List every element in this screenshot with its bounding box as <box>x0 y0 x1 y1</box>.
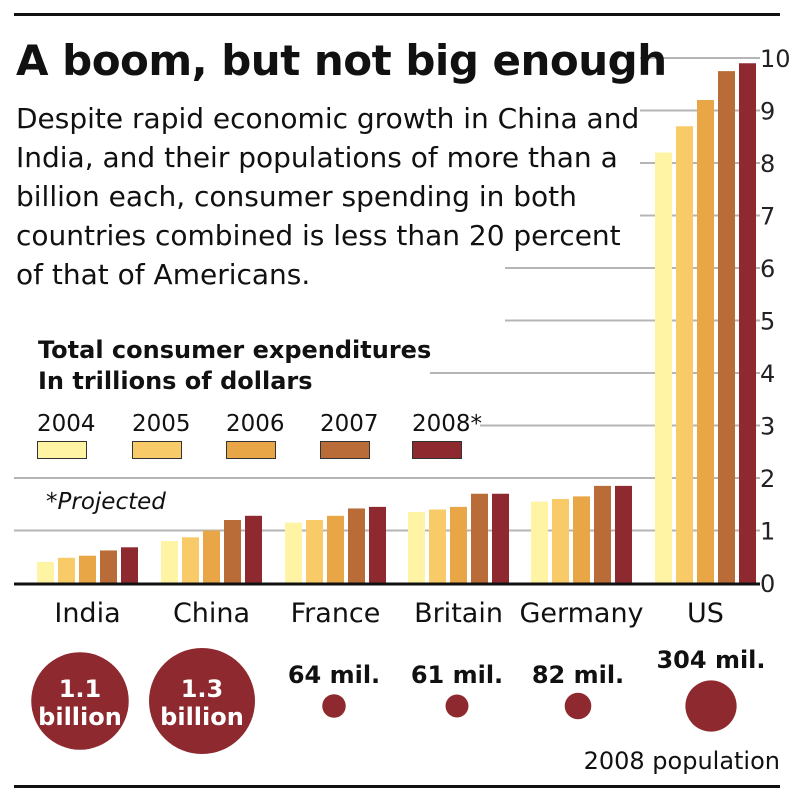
x-category-label: Germany <box>519 598 643 629</box>
legend-label: 2008* <box>412 411 483 437</box>
population-bubble <box>31 652 129 750</box>
bar <box>79 555 96 583</box>
population-bubble <box>322 694 346 718</box>
y-tick-label: 3 <box>760 413 775 441</box>
legend-label: 2006 <box>226 411 285 437</box>
legend-title-line1: Total consumer expenditures <box>38 336 432 364</box>
legend-label: 2005 <box>132 411 191 437</box>
y-tick-label: 6 <box>760 255 775 283</box>
bar <box>429 509 446 583</box>
bar <box>245 515 262 583</box>
y-tick-label: 7 <box>760 203 775 231</box>
bar <box>182 537 199 583</box>
x-category-label: France <box>291 598 381 629</box>
bar <box>203 530 220 583</box>
bar <box>697 100 714 583</box>
bar <box>573 496 590 583</box>
y-tick-label: 0 <box>760 570 775 598</box>
legend-label: 2007 <box>320 411 379 437</box>
legend-item-2006: 2006 <box>226 410 285 459</box>
bar <box>327 515 344 583</box>
legend-item-2008: 2008* <box>412 410 482 459</box>
population-label: 64 mil. <box>288 661 380 689</box>
population-label: billion <box>38 703 122 731</box>
legend-item-2005: 2005 <box>132 410 191 459</box>
population-label: billion <box>160 703 244 731</box>
bar <box>369 506 386 583</box>
legend-swatch <box>320 441 370 459</box>
bar <box>739 63 756 583</box>
y-tick-label: 1 <box>760 518 775 546</box>
bar <box>100 550 117 583</box>
bar <box>492 493 509 583</box>
bar <box>450 506 467 583</box>
x-category-label: Britain <box>414 598 503 629</box>
legend-swatch <box>412 441 462 459</box>
chart-title: A boom, but not big enough <box>16 36 667 85</box>
legend-label: 2004 <box>37 411 96 437</box>
population-label: 61 mil. <box>411 661 503 689</box>
legend-swatch <box>226 441 276 459</box>
population-bubble <box>564 692 592 720</box>
bar <box>224 520 241 583</box>
population-bubble <box>149 648 255 754</box>
x-category-label: China <box>173 598 250 629</box>
legend-swatch <box>37 441 87 459</box>
chart-subtitle: Despite rapid economic growth in China a… <box>16 102 640 291</box>
bar <box>471 493 488 583</box>
x-category-label: India <box>54 598 120 629</box>
bar <box>531 501 548 583</box>
population-bubble <box>445 694 469 718</box>
bar <box>306 520 323 583</box>
population-label: 1.1 <box>59 675 102 703</box>
population-label: 304 mil. <box>656 646 765 674</box>
population-label: 1.3 <box>181 675 224 703</box>
legend-title-line2: In trillions of dollars <box>38 367 313 395</box>
population-caption: 2008 population <box>584 747 780 775</box>
bar <box>161 541 178 583</box>
legend-swatch <box>132 441 182 459</box>
bar <box>121 547 138 583</box>
bar <box>408 512 425 583</box>
bottom-rule <box>14 785 780 788</box>
bar <box>594 485 611 583</box>
population-label: 82 mil. <box>532 661 624 689</box>
top-rule <box>14 13 780 16</box>
y-tick-label: 5 <box>760 308 775 336</box>
footnote: *Projected <box>46 489 166 515</box>
x-category-label: US <box>687 598 724 629</box>
bar <box>676 126 693 583</box>
bar <box>58 557 75 583</box>
legend-item-2007: 2007 <box>320 410 379 459</box>
legend-title: Total consumer expenditures In trillions… <box>38 335 431 397</box>
y-tick-label: 4 <box>760 360 775 388</box>
y-tick-label: 9 <box>760 98 775 126</box>
legend-item-2004: 2004 <box>37 410 96 459</box>
population-bubble <box>685 680 737 732</box>
bar <box>552 499 569 583</box>
bar <box>285 522 302 583</box>
y-tick-label: 10 <box>760 45 791 73</box>
bar <box>615 485 632 583</box>
bar <box>348 508 365 583</box>
bar <box>718 71 735 583</box>
bar <box>37 562 54 583</box>
bar <box>655 152 672 583</box>
y-tick-label: 8 <box>760 150 775 178</box>
y-tick-label: 2 <box>760 465 775 493</box>
